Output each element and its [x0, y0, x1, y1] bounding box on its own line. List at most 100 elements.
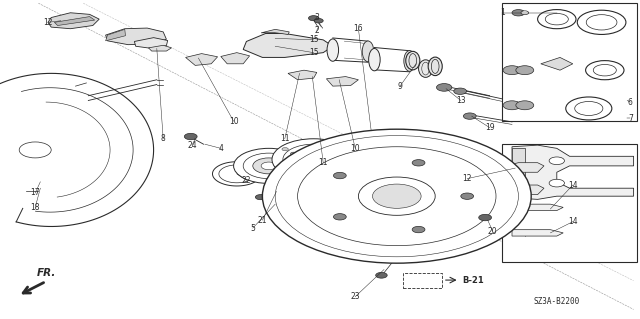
Text: 24: 24	[187, 141, 197, 150]
Circle shape	[261, 162, 276, 170]
Circle shape	[321, 174, 328, 178]
Circle shape	[310, 146, 317, 150]
Text: 18: 18	[31, 203, 40, 212]
Circle shape	[275, 136, 518, 257]
Circle shape	[243, 153, 294, 179]
Circle shape	[234, 148, 304, 183]
Circle shape	[310, 169, 317, 173]
Polygon shape	[221, 53, 250, 64]
Circle shape	[372, 184, 421, 208]
Circle shape	[291, 152, 297, 155]
Text: 1: 1	[500, 8, 505, 17]
Polygon shape	[134, 38, 168, 48]
Polygon shape	[54, 17, 95, 26]
Circle shape	[330, 164, 337, 167]
Circle shape	[253, 158, 285, 174]
Ellipse shape	[409, 54, 417, 68]
Circle shape	[283, 144, 344, 175]
Circle shape	[516, 101, 534, 110]
Polygon shape	[48, 13, 99, 29]
Text: 4: 4	[218, 144, 223, 153]
Circle shape	[593, 64, 616, 76]
Circle shape	[412, 276, 430, 285]
Circle shape	[308, 16, 319, 21]
Circle shape	[549, 157, 564, 165]
Circle shape	[282, 148, 289, 151]
Text: 15: 15	[308, 48, 319, 57]
Circle shape	[503, 66, 521, 75]
Circle shape	[272, 139, 355, 180]
Text: 10: 10	[228, 117, 239, 126]
Circle shape	[512, 10, 525, 16]
Text: 12: 12	[463, 174, 472, 183]
Text: 14: 14	[568, 181, 578, 189]
Text: 10: 10	[350, 144, 360, 153]
Text: 12: 12	[44, 18, 52, 27]
Polygon shape	[288, 70, 317, 80]
Text: 17: 17	[30, 189, 40, 197]
Circle shape	[503, 101, 521, 110]
Circle shape	[333, 214, 346, 220]
Ellipse shape	[419, 60, 433, 77]
Text: 14: 14	[568, 217, 578, 226]
Ellipse shape	[404, 51, 415, 71]
Ellipse shape	[422, 62, 429, 75]
Ellipse shape	[369, 48, 380, 71]
Polygon shape	[541, 57, 573, 70]
Circle shape	[346, 158, 352, 161]
Ellipse shape	[406, 51, 420, 70]
Polygon shape	[186, 54, 218, 65]
Text: 8: 8	[161, 134, 166, 143]
Circle shape	[566, 97, 612, 120]
Ellipse shape	[431, 59, 439, 73]
Text: 22: 22	[242, 176, 251, 185]
Circle shape	[538, 10, 576, 29]
Circle shape	[549, 179, 564, 187]
Text: 20: 20	[488, 227, 498, 236]
Circle shape	[516, 66, 534, 75]
Circle shape	[333, 172, 346, 179]
Circle shape	[19, 142, 51, 158]
Circle shape	[461, 193, 474, 199]
Circle shape	[575, 101, 603, 115]
Ellipse shape	[362, 41, 374, 62]
Bar	[502, 3, 637, 121]
Circle shape	[412, 226, 425, 233]
Ellipse shape	[327, 39, 339, 61]
Text: 23: 23	[350, 292, 360, 301]
Circle shape	[521, 11, 529, 15]
Polygon shape	[512, 148, 525, 195]
Circle shape	[298, 147, 496, 246]
Circle shape	[358, 177, 435, 215]
Polygon shape	[512, 163, 544, 172]
Text: 7: 7	[628, 114, 633, 122]
Polygon shape	[512, 185, 544, 195]
Polygon shape	[512, 230, 563, 236]
Text: 9: 9	[397, 82, 403, 91]
Text: SZ3A-B2200: SZ3A-B2200	[534, 297, 580, 306]
Circle shape	[184, 133, 197, 140]
Circle shape	[376, 272, 387, 278]
Text: 11: 11	[280, 134, 289, 143]
Polygon shape	[512, 204, 563, 211]
Text: 6: 6	[628, 98, 633, 107]
Circle shape	[330, 152, 337, 155]
Circle shape	[586, 15, 617, 30]
Polygon shape	[148, 45, 172, 51]
Text: 2: 2	[314, 26, 319, 35]
Circle shape	[586, 61, 624, 80]
Circle shape	[545, 13, 568, 25]
Text: 5: 5	[250, 224, 255, 233]
Polygon shape	[106, 29, 125, 41]
Text: FR.: FR.	[37, 268, 56, 278]
Text: 11: 11	[319, 158, 328, 167]
Circle shape	[262, 129, 531, 263]
Text: 15: 15	[308, 35, 319, 44]
Circle shape	[454, 88, 467, 94]
Circle shape	[417, 278, 426, 283]
Circle shape	[436, 84, 452, 91]
Circle shape	[301, 153, 326, 166]
Text: 13: 13	[456, 96, 466, 105]
Circle shape	[479, 214, 492, 221]
Polygon shape	[106, 28, 166, 45]
